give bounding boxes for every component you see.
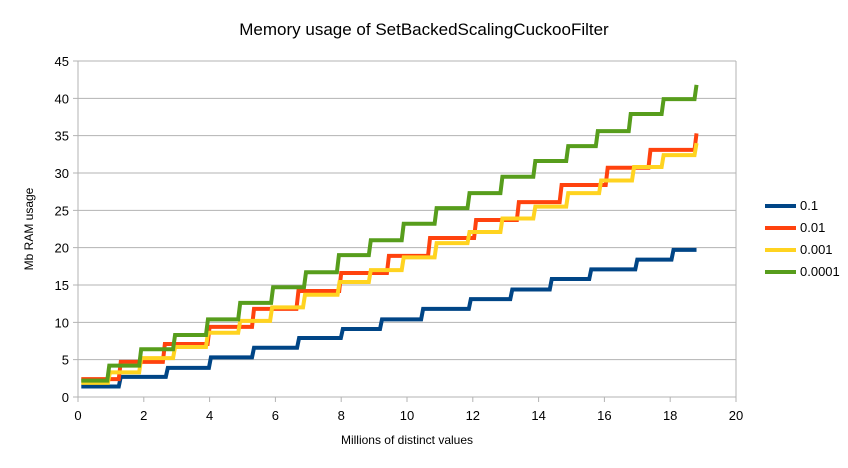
x-tick-label: 20 [729,408,743,423]
y-tick-label: 15 [55,278,69,293]
legend-swatch [765,269,796,274]
legend-swatch [765,203,796,208]
x-tick-label: 6 [272,408,279,423]
x-tick-label: 16 [597,408,611,423]
legend-item: 0.01 [765,220,825,235]
legend-label: 0.001 [800,242,833,257]
series-line-0-001 [81,142,699,385]
x-tick-label: 18 [663,408,677,423]
x-tick-label: 10 [400,408,414,423]
series-line-0-0001 [81,84,699,383]
y-tick-label: 10 [55,315,69,330]
y-tick-label: 35 [55,129,69,144]
series-line-0-1 [81,247,697,389]
y-tick-label: 25 [55,203,69,218]
legend-item: 0.001 [765,242,833,257]
x-tick-label: 4 [206,408,213,423]
x-tick-label: 14 [531,408,545,423]
y-tick-label: 40 [55,91,69,106]
legend-swatch [765,225,796,230]
x-tick-label: 8 [338,408,345,423]
chart-title: Memory usage of SetBackedScalingCuckooFi… [239,20,609,39]
x-tick-label: 12 [466,408,480,423]
legend-label: 0.01 [800,220,826,235]
x-tick-label: 2 [140,408,147,423]
legend-item: 0.1 [765,198,818,213]
y-tick-label: 0 [62,390,69,405]
legend-item: 0.0001 [765,264,840,279]
legend-label: 0.1 [800,198,819,213]
y-tick-label: 45 [55,54,69,69]
y-tick-label: 20 [55,241,69,256]
legend-swatch [765,247,796,252]
y-tick-label: 30 [55,166,69,181]
legend-label: 0.0001 [800,264,840,279]
x-axis-label: Millions of distinct values [340,433,474,447]
x-tick-label: 0 [74,408,81,423]
y-tick-label: 5 [62,353,69,368]
